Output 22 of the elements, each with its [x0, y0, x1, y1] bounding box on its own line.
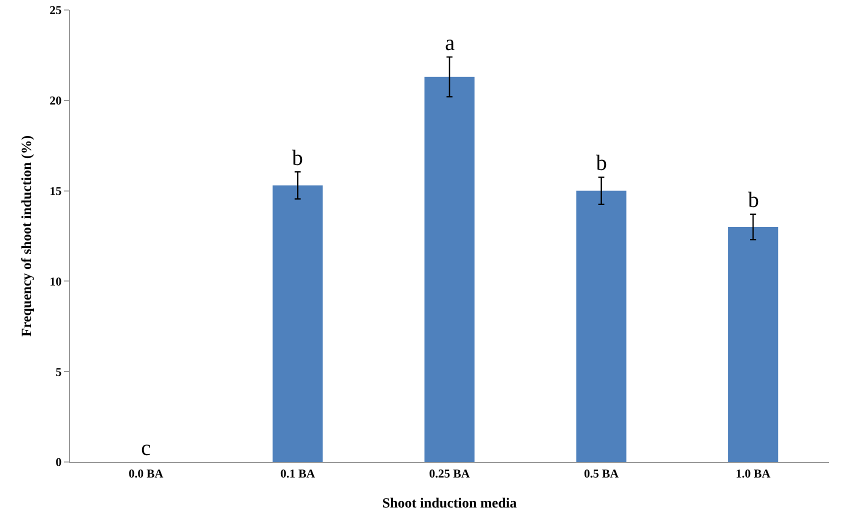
x-tick-label: 0.25 BA: [429, 466, 470, 480]
y-tick-label: 20: [50, 94, 62, 108]
x-tick-label: 1.0 BA: [736, 466, 771, 480]
y-tick-label: 25: [50, 3, 62, 18]
y-tick-label: 0: [56, 455, 62, 470]
y-axis-title: Frequency of shoot induction (%): [20, 135, 36, 337]
x-axis-title: Shoot induction media: [382, 496, 517, 512]
annotation: c: [141, 435, 151, 460]
y-tick-label: 10: [50, 274, 62, 288]
y-tick-label: 15: [50, 184, 62, 198]
x-tick-label: 0.5 BA: [584, 466, 619, 480]
annotation: b: [596, 150, 607, 175]
annotation: b: [292, 145, 303, 170]
bar: [272, 185, 323, 462]
x-tick-label: 0.1 BA: [280, 466, 316, 480]
annotation: b: [748, 187, 759, 212]
bar: [728, 226, 778, 462]
x-tick-label: 0.0 BA: [128, 466, 164, 480]
bar: [424, 76, 475, 462]
bar: [576, 190, 626, 462]
y-tick-label: 5: [56, 364, 62, 379]
annotation: a: [445, 30, 455, 55]
